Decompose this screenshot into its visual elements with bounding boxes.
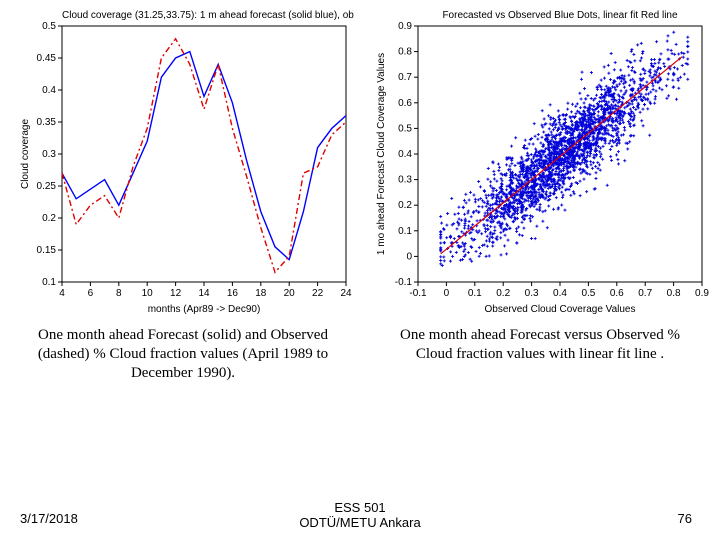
- svg-text:0.6: 0.6: [610, 288, 624, 299]
- svg-text:0.8: 0.8: [398, 47, 412, 58]
- svg-text:0.5: 0.5: [581, 288, 595, 299]
- svg-text:0.4: 0.4: [398, 149, 412, 160]
- svg-text:0: 0: [444, 288, 450, 299]
- svg-text:0.25: 0.25: [37, 181, 57, 192]
- svg-text:4: 4: [59, 288, 65, 299]
- svg-text:8: 8: [116, 288, 122, 299]
- svg-text:0.7: 0.7: [638, 288, 652, 299]
- footer-line2: ODTÜ/METU Ankara: [299, 515, 420, 530]
- svg-text:0.2: 0.2: [42, 213, 56, 224]
- footer-center: ESS 501 ODTÜ/METU Ankara: [299, 500, 420, 530]
- slide: Cloud coverage (31.25,33.75): 1 m ahead …: [0, 0, 720, 540]
- svg-text:0.4: 0.4: [553, 288, 567, 299]
- left-chart: Cloud coverage (31.25,33.75): 1 m ahead …: [14, 6, 354, 316]
- svg-text:0.5: 0.5: [398, 123, 412, 134]
- svg-text:0.6: 0.6: [398, 98, 412, 109]
- svg-text:0: 0: [406, 251, 412, 262]
- svg-text:0.3: 0.3: [42, 149, 56, 160]
- svg-text:20: 20: [284, 288, 296, 299]
- svg-text:0.3: 0.3: [525, 288, 539, 299]
- svg-text:24: 24: [340, 288, 352, 299]
- svg-text:18: 18: [255, 288, 267, 299]
- svg-text:0.8: 0.8: [667, 288, 681, 299]
- svg-text:Cloud coverage: Cloud coverage: [20, 119, 31, 189]
- svg-text:22: 22: [312, 288, 324, 299]
- svg-text:0.1: 0.1: [468, 288, 482, 299]
- svg-text:Cloud coverage (31.25,33.75):: Cloud coverage (31.25,33.75): 1 m ahead …: [62, 10, 354, 21]
- svg-text:0.2: 0.2: [496, 288, 510, 299]
- svg-text:months (Apr89 -> Dec90): months (Apr89 -> Dec90): [148, 304, 261, 315]
- svg-text:0.1: 0.1: [398, 226, 412, 237]
- svg-text:-0.1: -0.1: [395, 277, 413, 288]
- svg-text:-0.1: -0.1: [409, 288, 427, 299]
- right-caption: One month ahead Forecast versus Observed…: [380, 326, 700, 364]
- svg-text:0.1: 0.1: [42, 277, 56, 288]
- footer-date: 3/17/2018: [20, 511, 78, 526]
- footer-line1: ESS 501: [299, 500, 420, 515]
- svg-text:0.4: 0.4: [42, 85, 56, 96]
- footer-page: 76: [678, 511, 692, 526]
- svg-text:0.5: 0.5: [42, 21, 56, 32]
- svg-text:12: 12: [170, 288, 182, 299]
- scatter-chart-svg: Forecasted vs Observed Blue Dots, linear…: [370, 6, 710, 316]
- svg-text:Forecasted vs Observed Blue Do: Forecasted vs Observed Blue Dots, linear…: [442, 10, 678, 21]
- svg-text:Observed Cloud Coverage Values: Observed Cloud Coverage Values: [484, 304, 635, 315]
- svg-text:0.35: 0.35: [37, 117, 57, 128]
- svg-text:0.9: 0.9: [695, 288, 709, 299]
- svg-text:0.2: 0.2: [398, 200, 412, 211]
- right-chart: Forecasted vs Observed Blue Dots, linear…: [370, 6, 710, 316]
- svg-text:1 mo ahead Forecast Cloud Cove: 1 mo ahead Forecast Cloud Coverage Value…: [376, 53, 387, 255]
- svg-text:0.7: 0.7: [398, 72, 412, 83]
- svg-text:6: 6: [88, 288, 94, 299]
- svg-text:16: 16: [227, 288, 239, 299]
- line-chart-svg: Cloud coverage (31.25,33.75): 1 m ahead …: [14, 6, 354, 316]
- svg-text:10: 10: [142, 288, 154, 299]
- svg-text:0.45: 0.45: [37, 53, 57, 64]
- svg-text:0.15: 0.15: [37, 245, 57, 256]
- svg-text:0.9: 0.9: [398, 21, 412, 32]
- svg-text:0.3: 0.3: [398, 175, 412, 186]
- left-caption: One month ahead Forecast (solid) and Obs…: [12, 326, 354, 382]
- svg-text:14: 14: [198, 288, 210, 299]
